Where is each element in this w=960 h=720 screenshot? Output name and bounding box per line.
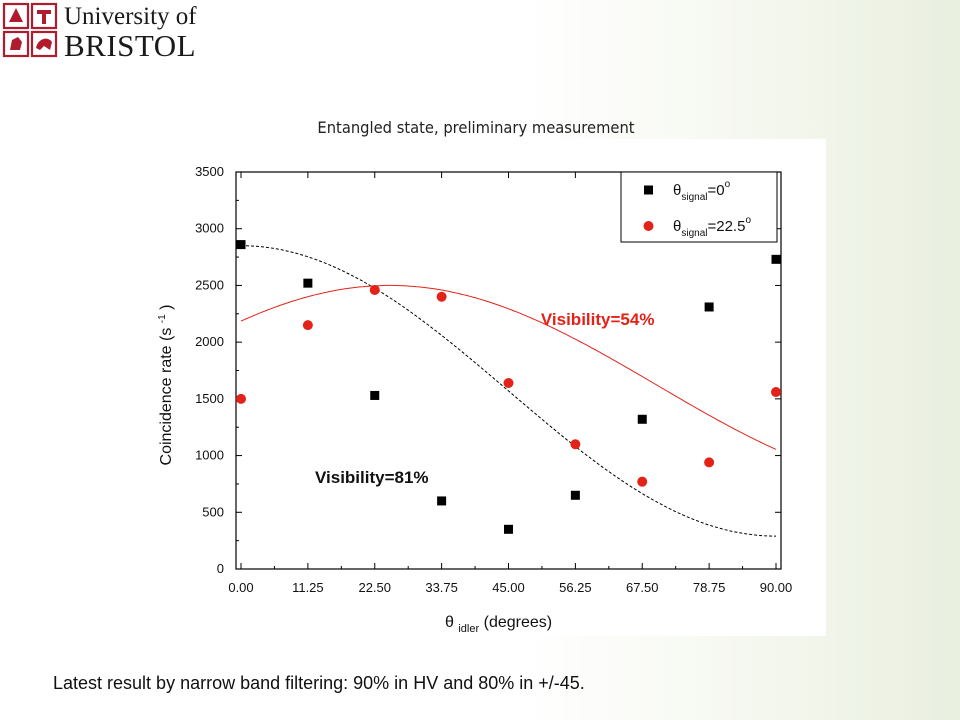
axis-ticks <box>236 171 781 570</box>
x-tick-label: 45.00 <box>492 580 525 595</box>
x-tick-label: 11.25 <box>292 580 324 595</box>
visibility-label: Visibility=54% <box>541 310 655 329</box>
data-point-circle <box>369 284 380 295</box>
data-point-square <box>437 496 447 506</box>
y-axis-label-close: ) <box>158 305 175 310</box>
legend-label-sym: θ <box>673 218 681 235</box>
legend-label: θsignal=22.5o <box>673 215 751 239</box>
caption-text: Latest result by narrow band filtering: … <box>53 673 585 693</box>
data-point-circle <box>570 439 581 450</box>
visibility-annotations: Visibility=54% Visibility=81% <box>315 310 654 487</box>
y-tick-label: 1000 <box>195 448 224 463</box>
fit-curve-series-2 <box>240 284 777 450</box>
x-axis-label-text: (degrees) <box>484 614 552 631</box>
legend-marker-square <box>644 185 653 195</box>
y-tick-label: 1500 <box>195 391 224 406</box>
x-tick-label: 56.25 <box>559 580 592 595</box>
data-point-square <box>504 524 513 534</box>
visibility-label: Visibility=81% <box>315 468 429 487</box>
data-point-square <box>704 302 714 312</box>
legend-label-sup: o <box>725 179 731 190</box>
y-tick-label: 2000 <box>195 334 224 349</box>
legend-label-val: =22.5 <box>707 218 745 235</box>
data-point-square <box>637 414 647 424</box>
y-axis-label: Coincidence rate (s -1 ) <box>152 305 175 466</box>
x-axis-label-symbol: θ <box>445 614 454 631</box>
logo-text-line2: BRISTOL <box>64 28 197 63</box>
x-tick-label: 67.50 <box>626 580 659 595</box>
y-tick-label: 2500 <box>195 277 224 292</box>
legend-label-sub: signal <box>681 228 707 239</box>
fit-curves <box>240 245 777 537</box>
data-point-circle <box>704 457 715 468</box>
y-tick-label: 0 <box>217 561 224 576</box>
y-tick-label: 3500 <box>195 164 224 179</box>
x-tick-label: 0.00 <box>228 580 253 595</box>
legend-label-sym: θ <box>673 182 681 199</box>
data-point-circle <box>637 476 648 487</box>
x-tick-label: 78.75 <box>693 580 726 595</box>
chart-title: Entangled state, preliminary measurement <box>317 118 635 137</box>
data-point-square <box>303 278 313 288</box>
legend-label: θsignal=0o <box>673 179 731 203</box>
fit-curve-series-1 <box>240 245 776 537</box>
y-tick-label: 3000 <box>195 221 224 236</box>
data-point-square <box>236 240 246 250</box>
legend-marker-circle <box>643 221 654 231</box>
data-point-circle <box>503 377 514 388</box>
y-tick-labels: 0 500 1000 1500 2000 2500 3000 3500 <box>195 164 224 576</box>
data-point-circle <box>771 387 781 398</box>
x-tick-label: 90.00 <box>760 580 793 595</box>
y-tick-label: 500 <box>202 504 224 519</box>
legend-label-val: =0 <box>707 182 724 199</box>
x-axis-label-subscript: idler <box>458 623 479 635</box>
crest-icon <box>2 2 58 58</box>
x-tick-label: 33.75 <box>425 580 458 595</box>
x-tick-label: 22.50 <box>358 580 391 595</box>
y-axis-label-text: Coincidence rate (s <box>158 328 175 466</box>
logo-text-line1: University of <box>64 3 197 30</box>
x-tick-labels: 0.00 11.25 22.50 33.75 45.00 56.25 67.50 78.75 9… <box>228 580 792 595</box>
x-axis-label: θ idler (degrees) <box>445 614 552 636</box>
data-point-circle <box>236 393 246 404</box>
data-point-square <box>771 254 781 264</box>
legend-label-sup: o <box>745 215 751 226</box>
data-points <box>236 240 781 534</box>
legend-label-sub: signal <box>681 192 707 203</box>
chart-plot: 0.00 11.25 22.50 33.75 45.00 56.25 67.50 78.75 9… <box>152 164 792 636</box>
university-logo: University of BRISTOL <box>0 0 205 63</box>
data-point-square <box>370 390 380 400</box>
y-axis-label-superscript: -1 <box>157 314 168 323</box>
chart-panel: 0.00 11.25 22.50 33.75 45.00 56.25 67.50 78.75 9… <box>137 139 826 636</box>
data-point-square <box>570 490 580 500</box>
data-point-circle <box>302 320 313 331</box>
data-point-circle <box>436 291 447 302</box>
